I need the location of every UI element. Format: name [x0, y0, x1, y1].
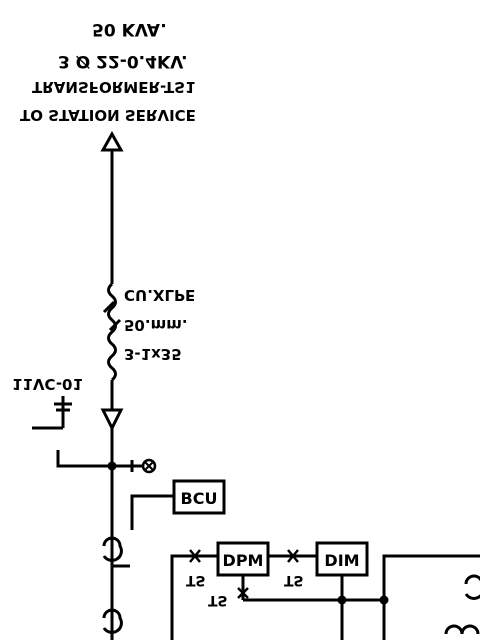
junction-dot-dim — [337, 595, 347, 605]
ct-symbol-right-icon — [464, 574, 480, 600]
ts-label-3: TS — [208, 592, 228, 608]
cable-spec-3: 3-1x35 — [124, 345, 182, 363]
ts-x-1b — [189, 549, 201, 563]
ts-x-3b — [237, 587, 249, 599]
equipment-tag: 11VC-01 — [12, 375, 83, 393]
dpm-box — [216, 541, 270, 577]
junction-dot-right — [379, 595, 389, 605]
title-station-service: TO STATION SERVICE — [20, 106, 196, 124]
dim-label: DIM — [324, 551, 359, 570]
cable-spec-1: CU.XLPE — [124, 286, 195, 304]
bcu-box — [172, 479, 226, 515]
arrow-down-icon — [100, 408, 124, 432]
arrow-up-icon — [100, 130, 124, 152]
dpm-label: DPM — [223, 551, 264, 570]
ts-x-2b — [287, 549, 299, 563]
ct-symbol-upper-icon — [102, 536, 123, 562]
cable-spec-2: 50.mm. — [124, 316, 188, 334]
ts-label-2: TS — [284, 572, 304, 588]
title-kva: 50 KVA. — [92, 19, 167, 39]
cable-slash-icon — [102, 300, 122, 332]
title-voltage: 3 Ø 22-0.4KV. — [58, 51, 188, 71]
dim-box — [315, 541, 369, 577]
title-block: 50 KVA. 3 Ø 22-0.4KV. TRANSFORMER-TS1 TO… — [20, 19, 196, 124]
ground-branch — [56, 450, 112, 468]
terminal-x-b — [144, 461, 154, 471]
bcu-link — [130, 494, 174, 530]
ts-label-1: TS — [186, 572, 206, 588]
dpm-left-link — [170, 554, 218, 640]
transformer-coil-icon — [444, 624, 480, 635]
cable-wave-icon — [107, 282, 117, 382]
right-feed — [382, 554, 480, 640]
ct-symbol-lower-icon — [102, 608, 123, 634]
bcu-label: BCU — [181, 489, 218, 508]
title-transformer: TRANSFORMER-TS1 — [32, 78, 196, 96]
